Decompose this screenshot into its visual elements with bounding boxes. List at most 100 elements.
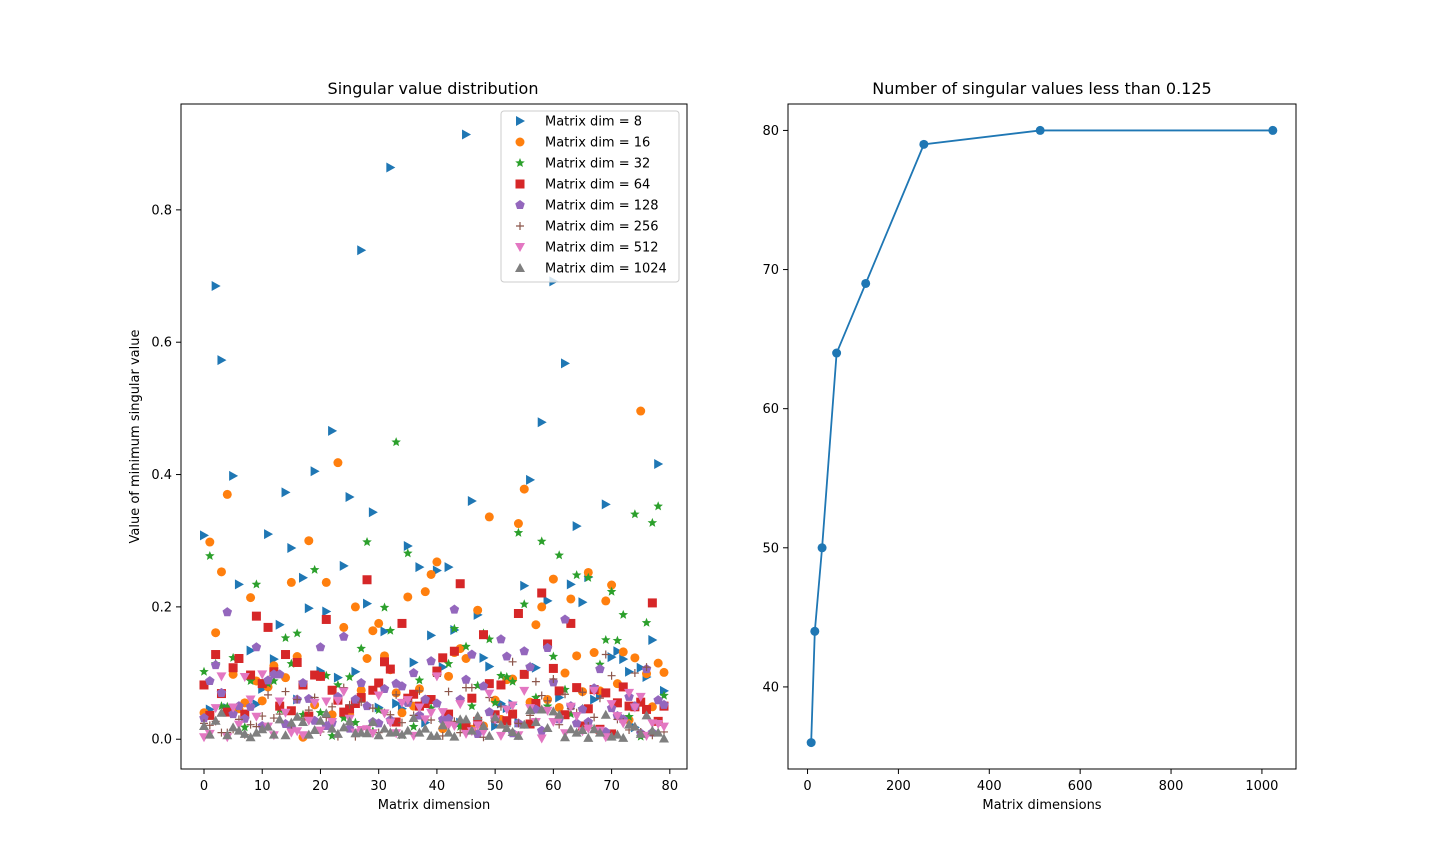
- data-point: [251, 611, 261, 621]
- data-point: [583, 567, 593, 577]
- data-point: [583, 732, 594, 742]
- x-tick-label: 600: [1068, 779, 1093, 794]
- data-point: [233, 720, 244, 730]
- data-point: [274, 669, 285, 679]
- data-point: [309, 698, 320, 708]
- data-point: [619, 654, 629, 665]
- data-point: [281, 687, 290, 696]
- data-point: [303, 716, 314, 726]
- data-point: [321, 697, 332, 707]
- data-point: [817, 543, 827, 553]
- legend-label: Matrix dim = 32: [545, 157, 650, 172]
- data-point: [513, 609, 523, 619]
- data-point: [292, 657, 302, 667]
- legend-label: Matrix dim = 512: [545, 241, 659, 256]
- data-point: [542, 722, 553, 732]
- data-point: [304, 536, 314, 546]
- data-point: [345, 492, 355, 503]
- data-point: [397, 708, 407, 718]
- data-point: [246, 720, 255, 729]
- scatter-axes-frame: [180, 103, 688, 770]
- data-point: [315, 726, 326, 736]
- legend-label: Matrix dim = 256: [545, 220, 659, 235]
- data-point: [437, 720, 448, 730]
- data-point: [251, 727, 262, 737]
- line-x-ticks: 0 200 400 600 800 1000: [803, 769, 1278, 794]
- data-point: [397, 618, 407, 628]
- legend-frame: [500, 110, 680, 283]
- data-point: [455, 721, 465, 731]
- legend-marker: [516, 222, 524, 230]
- data-point: [618, 682, 628, 692]
- data-point: [246, 645, 256, 656]
- data-point: [286, 717, 297, 727]
- legend-marker: [515, 263, 525, 272]
- data-point: [542, 642, 553, 652]
- data-point: [263, 721, 274, 731]
- data-point: [210, 715, 221, 725]
- data-point: [601, 650, 610, 659]
- data-point: [245, 732, 256, 742]
- data-point: [537, 602, 547, 612]
- data-point: [484, 689, 495, 699]
- data-point: [280, 708, 291, 718]
- data-point: [589, 724, 600, 734]
- data-point: [525, 662, 535, 672]
- data-point: [338, 687, 349, 697]
- data-point: [501, 705, 512, 715]
- data-point: [560, 684, 570, 694]
- data-point: [414, 727, 425, 737]
- data-point: [537, 691, 546, 700]
- data-point: [414, 703, 425, 713]
- data-point: [554, 709, 565, 719]
- data-point: [420, 694, 431, 704]
- data-point: [806, 738, 816, 748]
- data-point: [618, 609, 628, 619]
- data-point: [298, 709, 308, 719]
- data-point: [618, 719, 629, 729]
- data-point: [205, 550, 215, 560]
- data-point: [328, 702, 337, 711]
- y-tick-label: 70: [762, 263, 779, 278]
- data-point: [630, 669, 639, 678]
- data-point: [286, 706, 296, 716]
- data-point: [281, 650, 291, 660]
- data-point: [502, 716, 512, 726]
- data-point: [595, 664, 605, 674]
- data-point: [420, 715, 431, 725]
- data-point: [234, 579, 244, 590]
- data-point: [239, 673, 250, 683]
- data-point: [613, 646, 623, 657]
- data-point: [490, 712, 501, 722]
- data-point: [287, 542, 297, 553]
- data-point: [507, 676, 518, 686]
- data-point: [426, 708, 437, 718]
- data-point: [403, 592, 413, 602]
- data-point: [455, 579, 465, 589]
- data-point: [478, 630, 488, 640]
- x-tick-label: 10: [254, 779, 271, 794]
- data-point: [508, 709, 518, 719]
- data-point: [280, 632, 291, 643]
- data-point: [426, 695, 436, 705]
- data-point: [659, 690, 669, 700]
- legend-label: Matrix dim = 128: [545, 199, 659, 214]
- data-point: [403, 548, 413, 558]
- scatter-plot-area: [199, 129, 669, 744]
- data-point: [607, 671, 616, 680]
- data-point: [205, 676, 215, 686]
- legend-label: Matrix dim = 16: [545, 136, 650, 151]
- data-point: [431, 730, 442, 740]
- data-point: [304, 711, 314, 721]
- line-panel: Number of singular values less than 0.12…: [762, 79, 1297, 813]
- data-point: [245, 695, 256, 705]
- data-point: [391, 717, 401, 727]
- series-line: [810, 129, 1273, 743]
- data-point: [484, 634, 495, 644]
- data-point: [333, 458, 343, 468]
- data-point: [549, 675, 558, 684]
- data-point: [344, 716, 355, 726]
- data-point: [654, 458, 664, 469]
- data-point: [210, 660, 221, 670]
